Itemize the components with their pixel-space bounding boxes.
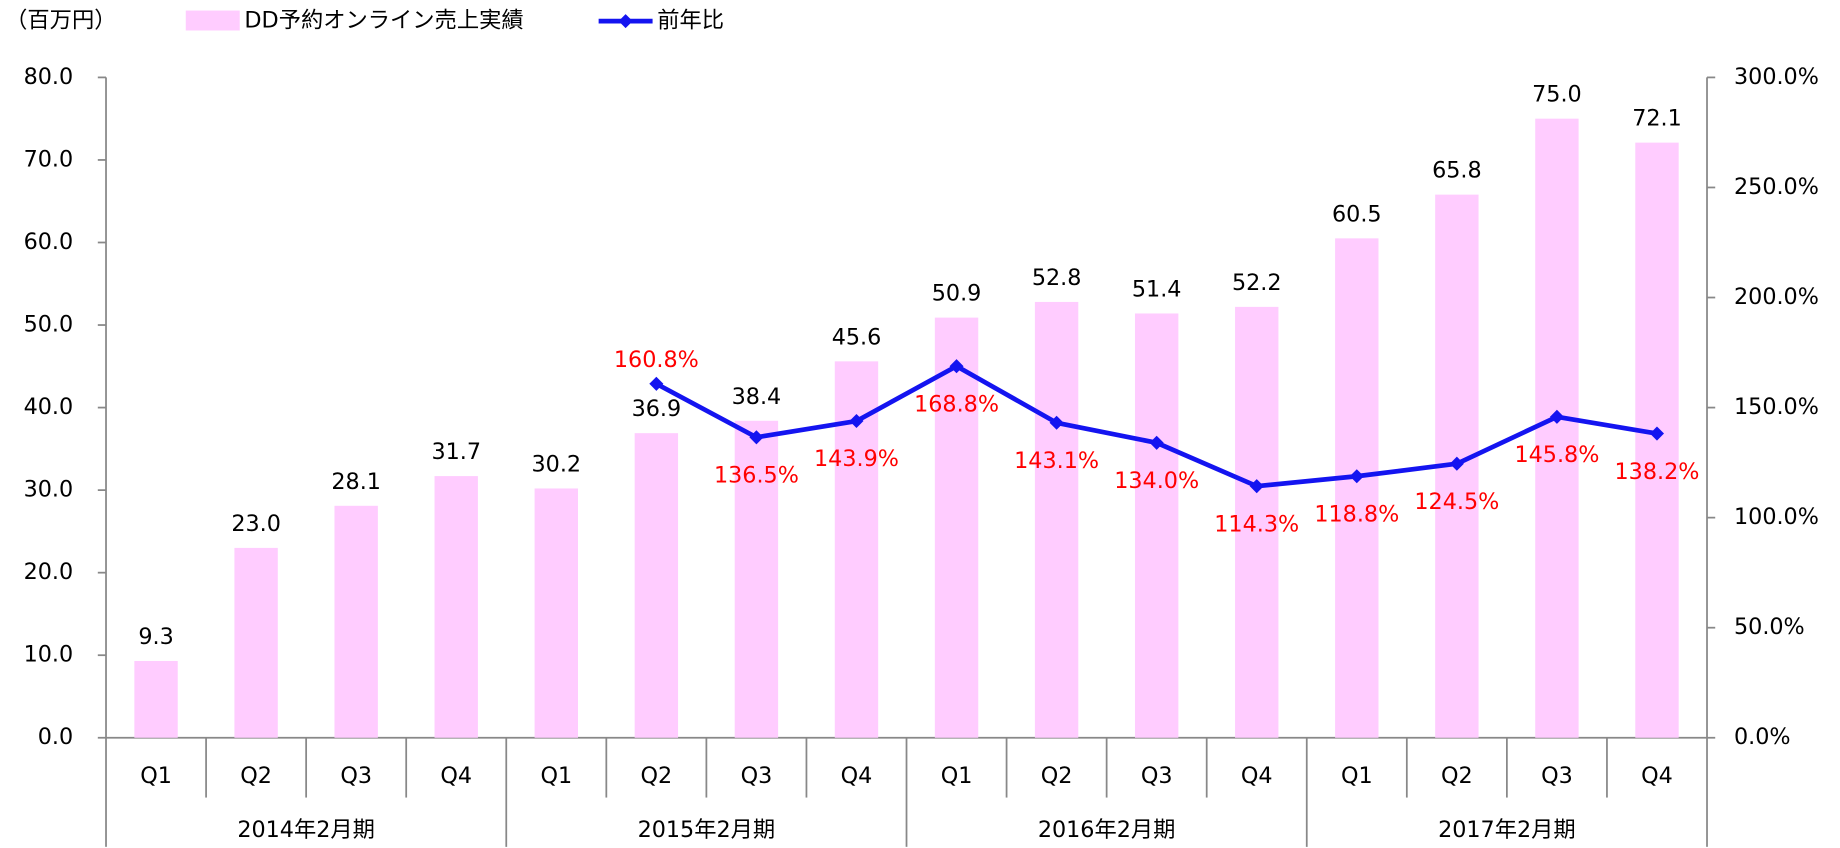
bar xyxy=(1535,118,1579,738)
legend-swatch xyxy=(185,10,240,31)
line-value-label: 143.1% xyxy=(1014,448,1099,474)
line-value-label: 134.0% xyxy=(1114,468,1199,494)
group-label: 2015年2月期 xyxy=(638,817,776,843)
line-marker xyxy=(1249,479,1264,494)
line-value-label: 145.8% xyxy=(1514,442,1599,468)
line-marker xyxy=(1649,426,1665,441)
bar-value-label: 50.9 xyxy=(932,281,982,307)
bar-value-label: 51.4 xyxy=(1132,277,1182,303)
bar xyxy=(634,433,679,738)
legend-label: 前年比 xyxy=(657,8,724,34)
y2-tick-label: 50.0% xyxy=(1734,614,1805,640)
bar-value-label: 9.3 xyxy=(138,624,173,650)
x-tick-label: Q2 xyxy=(1441,763,1473,789)
bar xyxy=(1235,306,1279,738)
line-value-label: 138.2% xyxy=(1615,459,1700,485)
bar xyxy=(1335,238,1379,738)
bar-value-label: 31.7 xyxy=(431,439,481,465)
y-tick-label: 40.0 xyxy=(24,394,74,420)
y-tick-label: 50.0 xyxy=(24,312,74,338)
line-value-label: 124.5% xyxy=(1414,489,1499,515)
line-marker xyxy=(1549,409,1564,424)
line-marker xyxy=(1349,469,1364,484)
legend-label: DD予約オンライン売上実績 xyxy=(244,8,523,34)
x-tick-label: Q3 xyxy=(1541,763,1573,789)
bar-value-label: 28.1 xyxy=(331,469,381,495)
y2-tick-label: 0.0% xyxy=(1734,724,1791,750)
x-tick-label: Q2 xyxy=(641,763,673,789)
y2-tick-label: 150.0% xyxy=(1734,394,1819,420)
bar xyxy=(734,420,779,738)
line-value-label: 168.8% xyxy=(914,391,999,417)
x-tick-label: Q4 xyxy=(1641,763,1673,789)
line-marker xyxy=(1049,415,1064,430)
line-marker xyxy=(749,430,764,445)
x-tick-label: Q1 xyxy=(540,763,572,789)
y-tick-label: 60.0 xyxy=(24,229,74,255)
x-tick-label: Q1 xyxy=(1341,763,1373,789)
bar xyxy=(434,476,478,738)
group-label: 2017年2月期 xyxy=(1438,817,1576,843)
bar-value-label: 38.4 xyxy=(732,384,782,410)
bar-value-label: 23.0 xyxy=(231,511,281,537)
bar-value-label: 52.2 xyxy=(1232,270,1282,296)
group-label: 2014年2月期 xyxy=(237,817,375,843)
bar-value-label: 60.5 xyxy=(1332,201,1382,227)
x-tick-label: Q4 xyxy=(841,763,873,789)
bar-value-label: 65.8 xyxy=(1432,158,1482,184)
y-tick-label: 80.0 xyxy=(24,64,74,90)
y-tick-label: 30.0 xyxy=(24,477,74,503)
y-tick-label: 70.0 xyxy=(24,146,74,172)
x-tick-label: Q2 xyxy=(1041,763,1073,789)
bar xyxy=(534,488,578,738)
group-label: 2016年2月期 xyxy=(1038,817,1176,843)
bar-value-label: 75.0 xyxy=(1532,82,1582,108)
y-tick-label: 0.0 xyxy=(38,724,73,750)
x-tick-label: Q4 xyxy=(440,763,472,789)
y2-tick-label: 300.0% xyxy=(1734,64,1819,90)
bar-value-label: 30.2 xyxy=(532,452,582,478)
line-marker xyxy=(649,376,664,391)
bar xyxy=(934,317,979,738)
x-tick-label: Q3 xyxy=(741,763,773,789)
y-tick-label: 10.0 xyxy=(24,642,74,668)
legend-marker xyxy=(618,14,633,29)
y2-tick-label: 200.0% xyxy=(1734,284,1819,310)
bar xyxy=(1134,313,1179,738)
line-value-label: 160.8% xyxy=(614,347,699,373)
x-tick-label: Q1 xyxy=(140,763,172,789)
x-tick-label: Q3 xyxy=(340,763,372,789)
line-marker xyxy=(1449,456,1464,471)
y2-tick-label: 250.0% xyxy=(1734,174,1819,200)
bar xyxy=(334,505,378,738)
bar xyxy=(234,547,278,738)
x-tick-label: Q2 xyxy=(240,763,272,789)
y-tick-label: 20.0 xyxy=(24,559,74,585)
line-value-label: 143.9% xyxy=(814,446,899,472)
bar xyxy=(1034,301,1079,738)
bar-value-label: 45.6 xyxy=(832,324,882,350)
line-marker xyxy=(949,359,964,374)
bar-value-label: 52.8 xyxy=(1032,265,1082,291)
line-marker xyxy=(1149,435,1164,450)
x-tick-label: Q1 xyxy=(941,763,973,789)
bar xyxy=(134,660,178,738)
x-tick-label: Q3 xyxy=(1141,763,1173,789)
line-value-label: 118.8% xyxy=(1314,501,1399,527)
x-tick-label: Q4 xyxy=(1241,763,1273,789)
y2-tick-label: 100.0% xyxy=(1734,504,1819,530)
line-value-label: 114.3% xyxy=(1214,511,1299,537)
y-axis-label: （百万円） xyxy=(5,8,116,34)
line-value-label: 136.5% xyxy=(714,463,799,489)
bar-value-label: 36.9 xyxy=(632,396,682,422)
bar-value-label: 72.1 xyxy=(1632,106,1682,132)
line-marker xyxy=(849,413,864,429)
